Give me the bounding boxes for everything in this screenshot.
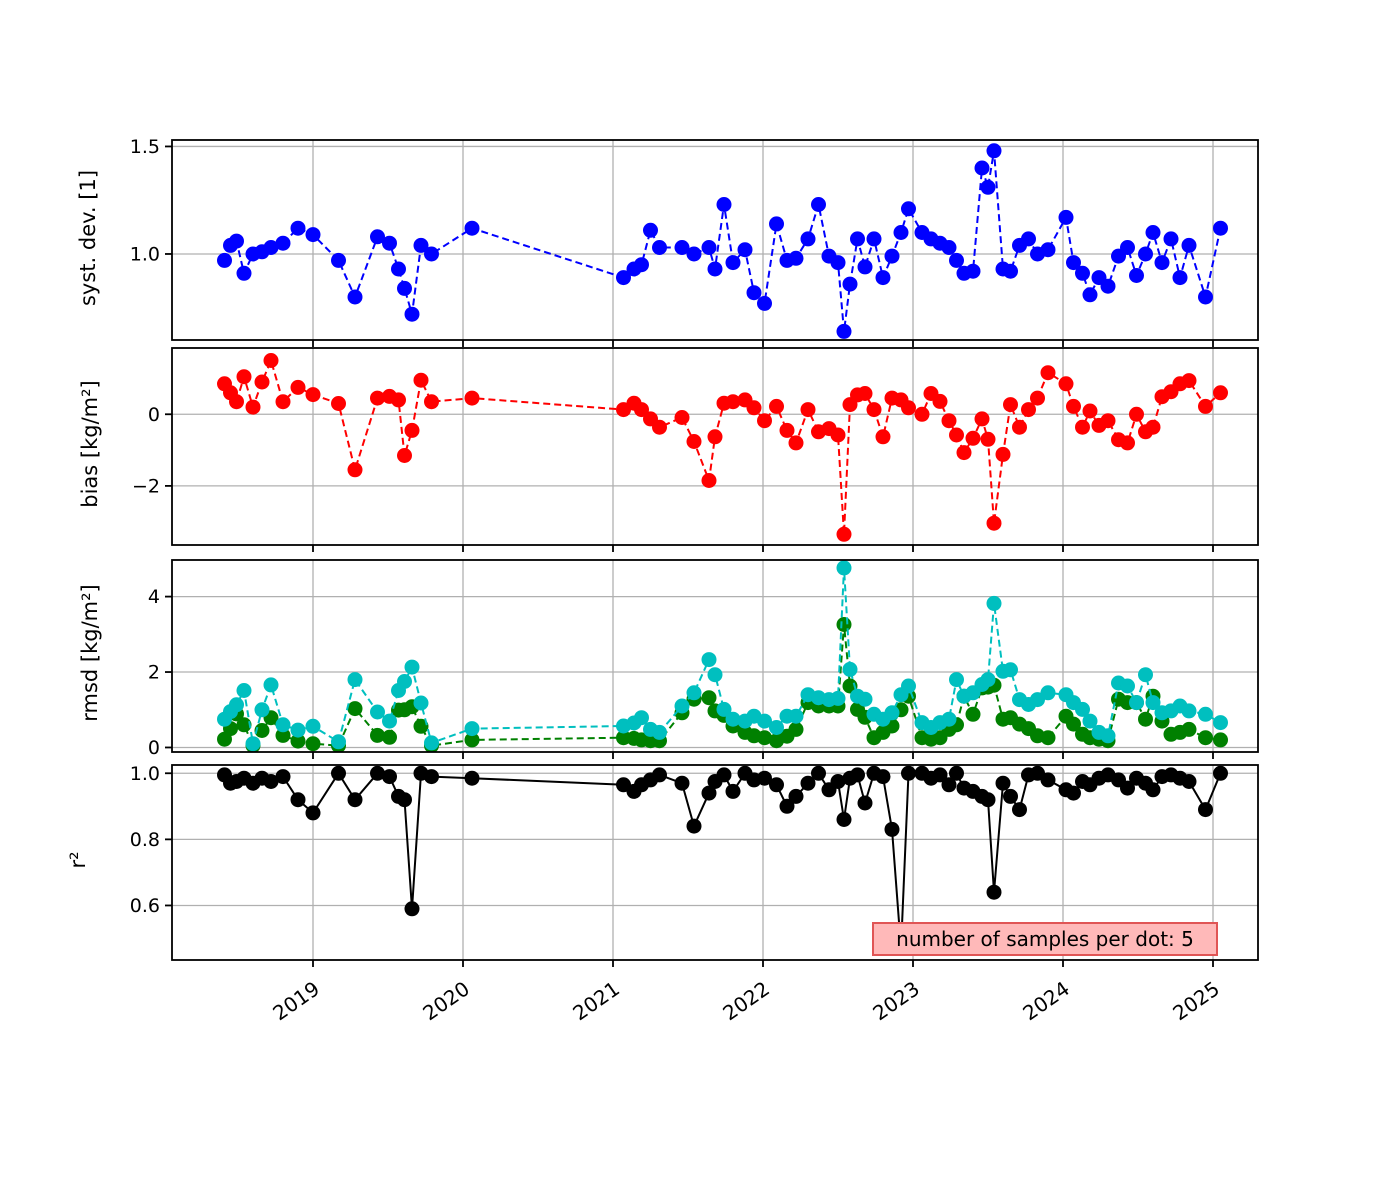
- ytick-label: 1.0: [130, 763, 160, 785]
- ytick-labels-systdev: 1.0 1.5: [130, 136, 160, 266]
- samples-annotation-text: number of samples per dot: 5: [896, 927, 1194, 951]
- ytick-label: 1.0: [130, 243, 160, 265]
- series-syst_dev-points: [217, 143, 1228, 339]
- ytick-label: 0: [148, 737, 160, 759]
- grid-bias: [172, 348, 1258, 545]
- grid-systdev: [172, 140, 1258, 340]
- axes-frame-systdev: [171, 139, 1259, 341]
- ytick-labels-rmsd: 0 2 4: [148, 586, 160, 759]
- y-axis-label-r2: r²: [66, 851, 90, 869]
- ticks-rmsd: [165, 595, 1214, 759]
- series-r2-points: [217, 765, 1228, 956]
- series-bias-points: [217, 353, 1228, 542]
- xtick-label-2020: 2020: [418, 976, 473, 1025]
- ticks-r2: [165, 772, 1214, 967]
- xtick-label-2021: 2021: [568, 976, 623, 1025]
- xtick-label-2024: 2024: [1018, 976, 1073, 1025]
- ytick-label: 4: [148, 586, 160, 608]
- ytick-label: 1.5: [130, 136, 160, 158]
- xtick-label-2025: 2025: [1168, 976, 1223, 1025]
- ytick-labels-bias: −2 0: [132, 404, 160, 498]
- panel-systdev: 1.0 1.5: [130, 136, 1259, 347]
- ytick-label: −2: [132, 475, 160, 497]
- xtick-label-2022: 2022: [718, 976, 773, 1025]
- panel-rmsd: 0 2 4: [148, 559, 1259, 759]
- series-rmsd_cyan-points: [217, 560, 1228, 752]
- ytick-label: 2: [148, 662, 160, 684]
- xtick-labels: 2019 2020 2021 2022 2023 2024 2025: [268, 976, 1223, 1025]
- series-rmsd_green-points: [217, 617, 1228, 752]
- ticks-bias: [165, 413, 1214, 552]
- axes-frame-rmsd: [171, 559, 1259, 753]
- panel-bias: −2 0: [132, 347, 1259, 552]
- ytick-label: 0.8: [130, 829, 160, 851]
- ytick-labels-r2: 0.6 0.8 1.0: [130, 763, 160, 917]
- ytick-label: 0: [148, 404, 160, 426]
- axes-frame-bias: [171, 347, 1259, 546]
- xtick-label-2023: 2023: [868, 976, 923, 1025]
- xtick-label-2019: 2019: [268, 976, 323, 1025]
- axes-frame-r2: [171, 764, 1259, 961]
- ticks-systdev: [165, 145, 1214, 347]
- samples-annotation: number of samples per dot: 5: [872, 922, 1218, 956]
- series-syst_dev-line: [223, 150, 1222, 332]
- ytick-label: 0.6: [130, 895, 160, 917]
